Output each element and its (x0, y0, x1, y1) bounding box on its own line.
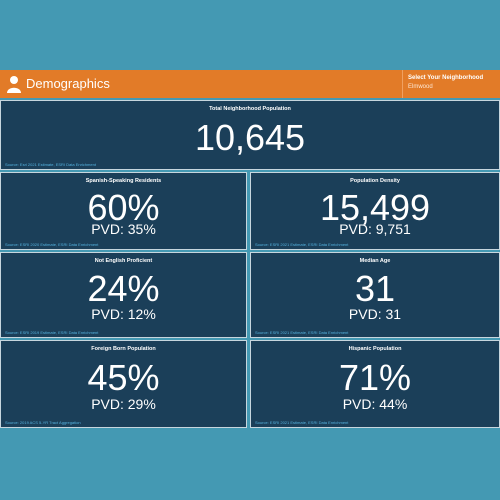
panel-label: Population Density (350, 178, 400, 184)
not-english-proficient-panel: Not English Proficient 24% PVD: 12% Sour… (0, 252, 247, 338)
hispanic-population-panel: Hispanic Population 71% PVD: 44% Source:… (250, 340, 500, 428)
neighborhood-selector-label: Select Your Neighborhood (408, 75, 484, 81)
panel-value: 31 (354, 268, 396, 309)
median-age-panel: Median Age 31 PVD: 31 Source: ESRI 2021 … (250, 252, 500, 338)
panel-source: Source: ESRI 2020 Estimate, ESRI Data En… (5, 242, 99, 247)
panel-value: 71% (338, 357, 412, 398)
panel-label: Not English Proficient (94, 258, 153, 264)
panel-label: Foreign Born Population (91, 346, 156, 352)
panel-pvd-value: PVD: 12% (91, 306, 156, 322)
panel-source: Source: ESRI 2021 Estimate, ESRI Data En… (255, 242, 349, 247)
panel-label: Hispanic Population (348, 346, 402, 352)
panel-source: Source: Esri 2021 Estimate, ESRI Data En… (5, 162, 96, 167)
header-divider (402, 70, 403, 98)
population-density-panel: Population Density 15,499 PVD: 9,751 Sou… (250, 172, 500, 250)
total-population-panel: Total Neighborhood Population 10,645 Sou… (0, 100, 500, 170)
panel-source: Source: 2019 ACS 5-YR Tract Aggregation (5, 420, 81, 425)
panel-source: Source: ESRI 2021 Estimate, ESRI Data En… (255, 420, 349, 425)
panel-value: 15,499 (319, 187, 431, 228)
panel-value: 10,645 (194, 117, 306, 158)
panel-value: 24% (87, 268, 160, 309)
panel-source: Source: ESRI 2021 Estimate, ESRI Data En… (255, 330, 349, 335)
panel-pvd-value: PVD: 9,751 (339, 221, 411, 237)
panel-value: 45% (87, 357, 160, 398)
panel-label: Total Neighborhood Population (209, 106, 291, 112)
dashboard-header: Demographics Select Your Neighborhood El… (0, 70, 500, 98)
spanish-speaking-panel: Spanish-Speaking Residents 60% PVD: 35% … (0, 172, 247, 250)
panel-pvd-value: PVD: 29% (91, 396, 156, 412)
foreign-born-panel: Foreign Born Population 45% PVD: 29% Sou… (0, 340, 247, 428)
dashboard-title: Demographics (26, 76, 110, 91)
user-icon (7, 76, 21, 93)
neighborhood-selector-value[interactable]: Elmwood (408, 84, 433, 90)
panel-pvd-value: PVD: 44% (342, 396, 408, 412)
panel-source: Source: ESRI 2019 Estimate, ESRI Data En… (5, 330, 99, 335)
panel-label: Median Age (359, 258, 391, 264)
panel-label: Spanish-Speaking Residents (85, 178, 162, 184)
panel-pvd-value: PVD: 35% (91, 221, 156, 237)
panel-pvd-value: PVD: 31 (348, 306, 402, 322)
panel-value: 60% (87, 187, 160, 228)
